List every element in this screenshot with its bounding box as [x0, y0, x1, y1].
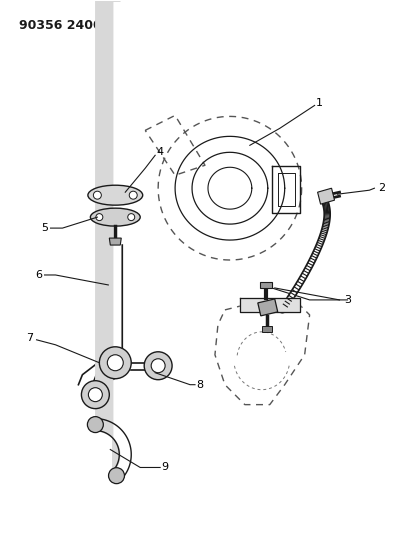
Circle shape — [108, 467, 124, 483]
Circle shape — [82, 381, 109, 409]
Text: 2: 2 — [378, 183, 385, 193]
Text: 3: 3 — [344, 295, 351, 305]
Text: 9: 9 — [162, 463, 169, 472]
Polygon shape — [109, 238, 121, 245]
Text: 8: 8 — [196, 379, 204, 390]
Circle shape — [93, 191, 101, 199]
Ellipse shape — [90, 208, 140, 226]
Circle shape — [128, 214, 135, 221]
Text: 5: 5 — [41, 223, 48, 233]
Circle shape — [99, 347, 131, 379]
Text: 90356 2400: 90356 2400 — [19, 19, 101, 31]
Text: 4: 4 — [156, 147, 164, 157]
Polygon shape — [262, 326, 272, 332]
Circle shape — [129, 191, 137, 199]
Text: 6: 6 — [35, 270, 42, 280]
Polygon shape — [258, 299, 278, 316]
Circle shape — [144, 352, 172, 379]
Circle shape — [107, 355, 123, 371]
Text: 1: 1 — [316, 99, 323, 108]
Circle shape — [151, 359, 165, 373]
Circle shape — [88, 387, 102, 402]
Circle shape — [87, 417, 103, 433]
Polygon shape — [260, 282, 272, 288]
Circle shape — [96, 214, 103, 221]
Text: 7: 7 — [26, 333, 33, 343]
Ellipse shape — [88, 185, 143, 205]
Polygon shape — [318, 188, 334, 204]
Polygon shape — [240, 298, 300, 312]
